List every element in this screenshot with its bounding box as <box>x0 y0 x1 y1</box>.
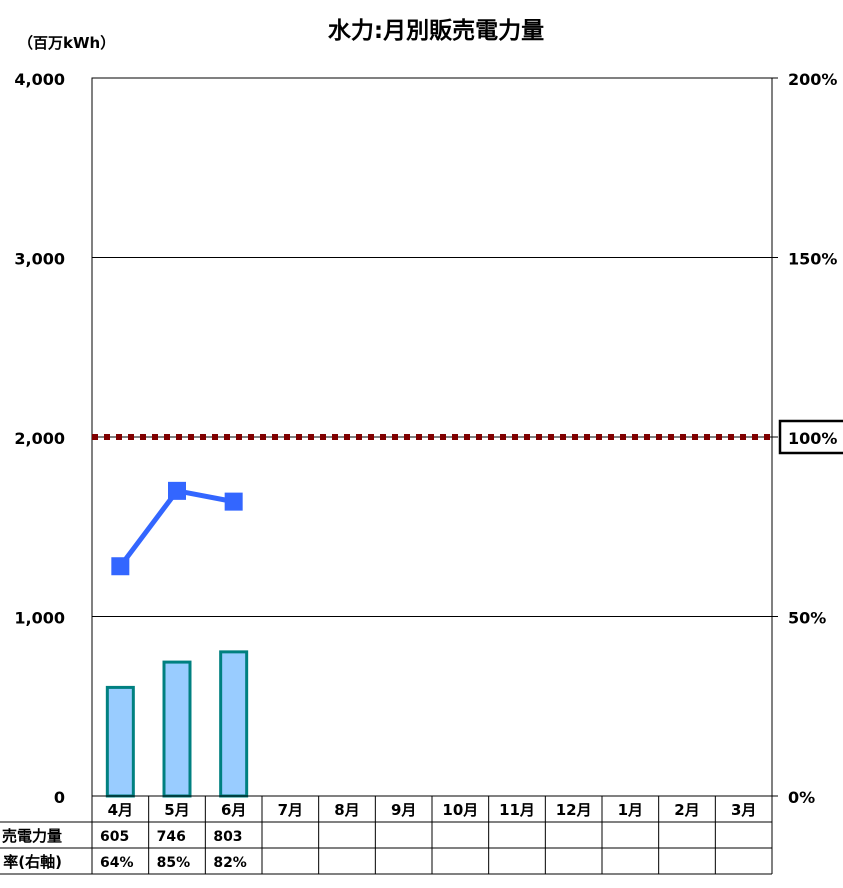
category-label: 6月 <box>221 801 246 819</box>
category-label: 7月 <box>278 801 303 819</box>
right-tick-label: 150% <box>788 250 837 269</box>
category-label: 11月 <box>499 801 535 819</box>
table-cell: 82% <box>213 855 247 871</box>
line-marker <box>168 481 186 500</box>
category-label: 12月 <box>556 801 592 819</box>
left-axis-unit: （百万kWh） <box>18 34 115 52</box>
table-cell: 746 <box>157 829 186 845</box>
left-tick-label: 1,000 <box>14 609 65 628</box>
line-marker <box>224 492 243 511</box>
category-label: 4月 <box>108 801 133 819</box>
right-tick-label: 0% <box>788 788 815 807</box>
bar <box>105 685 135 798</box>
right-axis: 0% 50% 100% 150% 200% <box>772 70 843 807</box>
reference-label-box <box>778 419 843 455</box>
category-label: 8月 <box>334 801 359 819</box>
bar <box>162 660 192 798</box>
category-label: 2月 <box>674 801 699 819</box>
category-label: 1月 <box>618 801 643 819</box>
category-label: 3月 <box>731 801 756 819</box>
line-series <box>111 481 243 576</box>
table-cell: 605 <box>100 829 129 845</box>
chart-title: 水力:月別販売電力量 <box>328 18 544 44</box>
bar <box>219 650 249 798</box>
left-tick-label: 3,000 <box>14 250 65 269</box>
table-cell: 85% <box>157 855 191 871</box>
left-tick-label: 4,000 <box>14 70 65 89</box>
table-cell: 803 <box>213 829 242 845</box>
right-tick-label: 200% <box>788 70 837 89</box>
right-tick-label: 100% <box>788 429 837 448</box>
category-label: 10月 <box>442 801 478 819</box>
table-row-label: 率(右軸) <box>3 853 62 871</box>
table-row-label: 売電力量 <box>2 827 62 845</box>
left-axis: 0 1,000 2,000 3,000 4,000 <box>14 70 65 807</box>
left-tick-label: 2,000 <box>14 429 65 448</box>
category-label: 9月 <box>391 801 416 819</box>
bar-series <box>105 650 249 798</box>
left-tick-label: 0 <box>54 788 65 807</box>
table-cell: 64% <box>100 855 134 871</box>
right-tick-label: 50% <box>788 609 826 628</box>
line-marker <box>111 557 130 576</box>
line-path <box>118 488 235 568</box>
category-label: 5月 <box>164 801 189 819</box>
